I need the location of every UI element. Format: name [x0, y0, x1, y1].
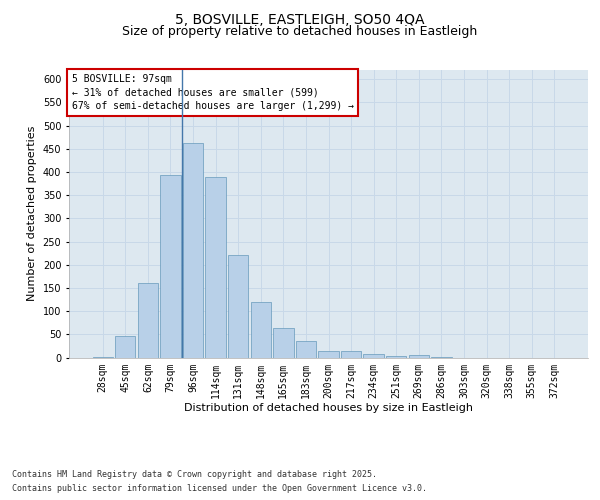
Bar	[205, 176, 226, 358]
Bar	[160, 176, 181, 358]
Bar	[341, 352, 361, 358]
Bar	[319, 352, 338, 358]
Bar	[92, 356, 113, 358]
Bar	[138, 284, 158, 358]
Bar	[364, 354, 384, 358]
Bar	[273, 328, 293, 358]
Bar	[431, 356, 452, 358]
X-axis label: Distribution of detached houses by size in Eastleigh: Distribution of detached houses by size …	[184, 403, 473, 413]
Text: Contains HM Land Registry data © Crown copyright and database right 2025.: Contains HM Land Registry data © Crown c…	[12, 470, 377, 479]
Bar	[409, 355, 429, 358]
Text: 5, BOSVILLE, EASTLEIGH, SO50 4QA: 5, BOSVILLE, EASTLEIGH, SO50 4QA	[175, 12, 425, 26]
Bar	[228, 256, 248, 358]
Bar	[183, 143, 203, 358]
Bar	[296, 342, 316, 357]
Text: Contains public sector information licensed under the Open Government Licence v3: Contains public sector information licen…	[12, 484, 427, 493]
Bar	[115, 336, 136, 357]
Text: 5 BOSVILLE: 97sqm
← 31% of detached houses are smaller (599)
67% of semi-detache: 5 BOSVILLE: 97sqm ← 31% of detached hous…	[71, 74, 353, 110]
Bar	[251, 302, 271, 358]
Y-axis label: Number of detached properties: Number of detached properties	[27, 126, 37, 302]
Text: Size of property relative to detached houses in Eastleigh: Size of property relative to detached ho…	[122, 25, 478, 38]
Bar	[386, 356, 406, 358]
